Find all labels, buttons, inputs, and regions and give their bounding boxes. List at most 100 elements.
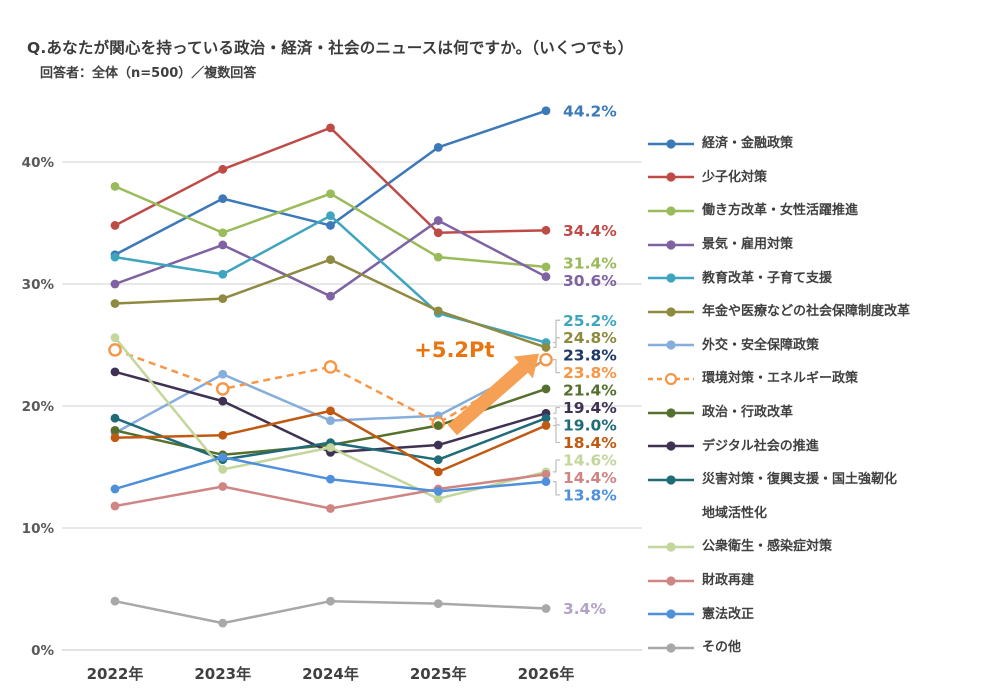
series-marker-15 xyxy=(541,604,551,613)
series-marker-2 xyxy=(541,262,551,272)
y-tick-label: 20% xyxy=(22,399,55,415)
series-marker-0 xyxy=(541,106,551,116)
series-line-5 xyxy=(114,258,547,349)
legend-item: 経済・金融政策 xyxy=(648,127,910,161)
legend-label: その他 xyxy=(702,640,742,656)
legend-label: 環境対策・エネルギー政策 xyxy=(702,371,859,387)
end-label-3: 30.6% xyxy=(563,272,617,290)
series-marker-12 xyxy=(110,333,120,343)
series-marker-12 xyxy=(326,443,335,452)
legend-line-marker-icon xyxy=(648,475,694,485)
legend-label: 政治・行政改革 xyxy=(702,405,794,421)
y-tick-label: 40% xyxy=(22,155,55,171)
series-marker-11 xyxy=(541,421,551,430)
legend-item: 財政再建 xyxy=(648,564,910,598)
legend-item: 年金や医療などの社会保障制度改革 xyxy=(648,295,910,329)
series-marker-3 xyxy=(433,216,443,225)
legend-item: 教育改革・子育て支援 xyxy=(648,261,910,295)
series-marker-9 xyxy=(218,396,228,406)
legend-item: 地域活性化 xyxy=(648,497,910,531)
x-tick-label: 2026年 xyxy=(518,665,575,683)
end-label-9: 19.4% xyxy=(563,399,617,417)
leader-line xyxy=(553,417,560,426)
end-label-15: 3.4% xyxy=(563,600,606,618)
series-marker-5 xyxy=(541,343,551,352)
legend-label: 災害対策・復興支援・国土強靭化 xyxy=(702,472,898,488)
end-label-7: 23.8% xyxy=(563,364,617,382)
legend-line-marker-icon xyxy=(648,542,694,552)
series-marker-9 xyxy=(110,367,120,377)
legend-item: 景気・雇用対策 xyxy=(648,228,910,262)
series-marker-3 xyxy=(326,291,335,301)
legend-line-marker-icon xyxy=(648,206,694,216)
legend-item: 憲法改正 xyxy=(648,597,910,631)
y-tick-label: 10% xyxy=(22,521,55,537)
series-marker-9 xyxy=(433,440,443,450)
legend-label: 教育改革・子育て支援 xyxy=(702,270,833,286)
leader-line xyxy=(553,424,560,444)
series-marker-1 xyxy=(218,164,228,174)
series-marker-14 xyxy=(218,452,228,462)
legend-line-marker-icon xyxy=(648,139,694,149)
legend-item: その他 xyxy=(648,631,910,665)
x-tick-label: 2022年 xyxy=(87,665,144,683)
series-marker-1 xyxy=(433,228,443,238)
series-marker-15 xyxy=(326,596,335,606)
legend-item: 公衆衛生・感染症対策 xyxy=(648,530,910,564)
legend-item: 働き方改革・女性活躍推進 xyxy=(648,194,910,228)
series-marker-14 xyxy=(433,487,443,496)
series-marker-11 xyxy=(433,467,443,477)
series-marker-2 xyxy=(110,182,120,191)
legend-item: 外交・安全保障政策 xyxy=(648,329,910,363)
x-tick-label: 2024年 xyxy=(302,665,359,683)
series-marker-4 xyxy=(218,269,228,279)
legend-label: デジタル社会の推進 xyxy=(702,438,819,454)
legend-label: 地域活性化 xyxy=(702,505,768,521)
series-marker-10 xyxy=(433,455,443,465)
legend-line-marker-icon xyxy=(648,609,694,619)
legend-item: 環境対策・エネルギー政策 xyxy=(648,362,910,396)
legend-label: 公衆衛生・感染症対策 xyxy=(702,539,833,555)
series-marker-12 xyxy=(218,465,228,474)
annotation-arrow xyxy=(447,353,539,436)
legend-label: 外交・安全保障政策 xyxy=(702,337,820,353)
series-marker-14 xyxy=(110,484,120,494)
chart-legend: 経済・金融政策少子化対策働き方改革・女性活躍推進景気・雇用対策教育改革・子育て支… xyxy=(648,127,910,665)
y-tick-label: 30% xyxy=(22,277,55,293)
series-marker-14 xyxy=(541,477,551,487)
series-marker-0 xyxy=(433,142,443,152)
series-marker-2 xyxy=(433,252,443,262)
legend-line-marker-icon xyxy=(648,307,694,317)
series-marker-7 xyxy=(323,360,338,374)
series-marker-5 xyxy=(218,294,228,304)
legend-label: 景気・雇用対策 xyxy=(702,237,794,253)
end-label-8: 21.4% xyxy=(563,382,617,400)
leader-line xyxy=(553,459,560,473)
legend-line-marker-icon xyxy=(648,575,694,586)
leader-line xyxy=(553,406,560,414)
end-label-2: 31.4% xyxy=(563,255,617,273)
legend-label: 少子化対策 xyxy=(702,169,768,185)
chart-title: Q.あなたが関心を持っている政治・経済・社会のニュースは何ですか。（いくつでも） xyxy=(27,39,634,57)
series-marker-7 xyxy=(215,382,230,396)
series-marker-1 xyxy=(541,225,551,235)
series-marker-0 xyxy=(326,221,335,230)
series-marker-5 xyxy=(433,306,443,316)
series-line-14 xyxy=(114,455,547,493)
legend-line-marker-icon xyxy=(648,172,694,182)
series-marker-15 xyxy=(110,596,120,606)
series-marker-13 xyxy=(326,504,335,513)
series-marker-4 xyxy=(326,211,335,221)
series-marker-10 xyxy=(110,413,120,423)
chart-subtitle: 回答者：全体（n=500）／複数回答 xyxy=(40,66,257,81)
end-label-4: 25.2% xyxy=(563,312,617,330)
legend-item: 政治・行政改革 xyxy=(648,396,910,430)
x-tick-label: 2023年 xyxy=(194,665,251,683)
series-marker-8 xyxy=(541,384,551,394)
legend-line-marker-icon xyxy=(648,372,694,385)
legend-item: デジタル社会の推進 xyxy=(648,429,910,463)
series-marker-5 xyxy=(110,299,120,308)
series-marker-6 xyxy=(326,416,335,426)
series-marker-1 xyxy=(110,221,120,230)
x-tick-label: 2025年 xyxy=(410,665,467,683)
